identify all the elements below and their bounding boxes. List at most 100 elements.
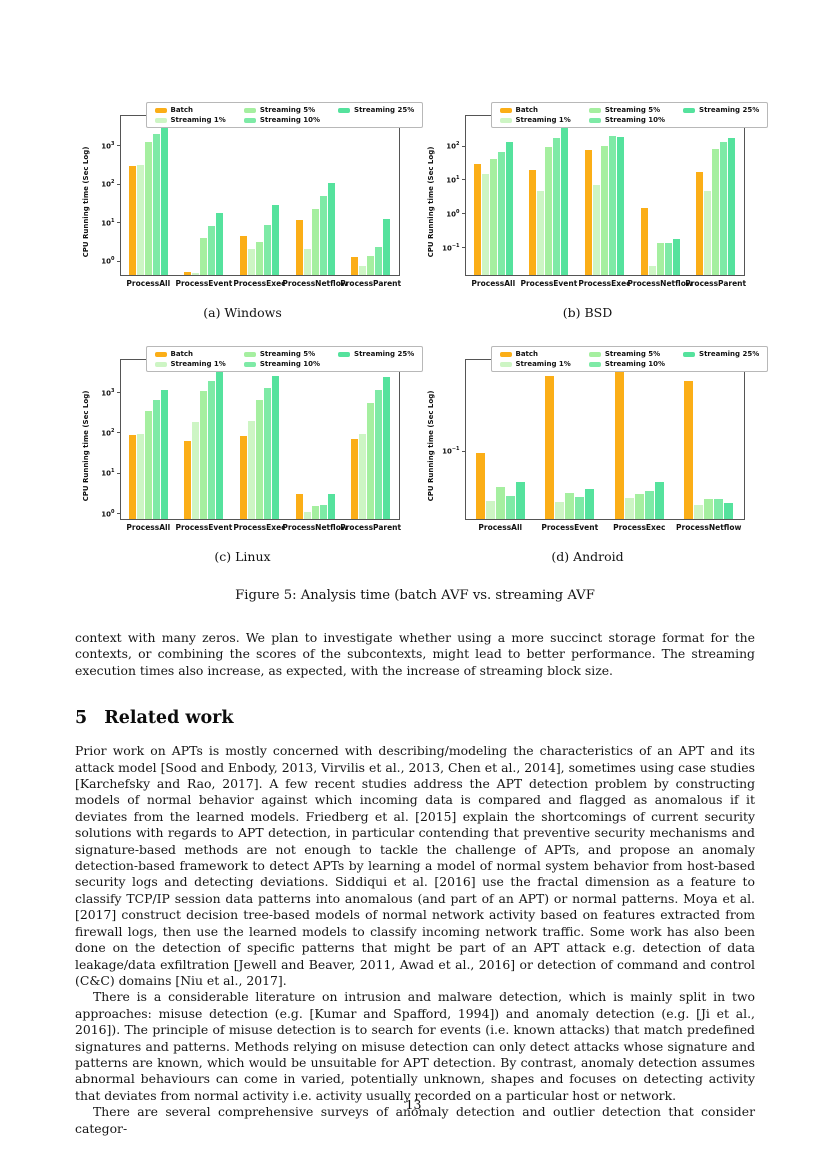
bar-group: ProcessParent [340, 116, 401, 288]
paragraph-context: context with many zeros. We plan to inve… [75, 630, 755, 678]
bar-batch [239, 236, 247, 275]
bar-streaming-5- [656, 243, 664, 275]
plot-area: 100 101 102 103 ProcessAll ProcessEvent Proces… [101, 359, 401, 532]
bar-group: ProcessEvent [541, 360, 598, 532]
bar-batch [473, 164, 481, 275]
bar-streaming-1- [247, 421, 255, 519]
y-tick-label: 103 [101, 140, 115, 151]
x-tick-label: ProcessExec [233, 279, 286, 288]
y-tick-label: 100 [446, 209, 460, 219]
subfigure-b: CPU Running time (Sec Log) 10−1 100 101 102 P… [422, 100, 769, 320]
bar-streaming-10- [497, 151, 505, 275]
legend-swatch [588, 361, 601, 367]
bar-streaming-5- [367, 256, 375, 275]
bar-batch [614, 371, 624, 519]
legend-swatch [499, 361, 512, 367]
plot-area: 10−1 ProcessAll ProcessEvent ProcessExec Pro… [442, 359, 745, 532]
legend-label: Streaming 1% [170, 116, 226, 124]
legend: Batch Streaming 1% Streaming 5% Streaming 1… [490, 102, 769, 128]
y-tick-mark [461, 213, 466, 215]
subfigure-c: CPU Running time (Sec Log) 100 101 102 103 Pr… [77, 344, 424, 564]
bar-streaming-5- [489, 159, 497, 275]
bar-streaming-5- [200, 391, 208, 519]
legend-swatch [588, 117, 601, 123]
legend-swatch [683, 107, 696, 113]
bar-streaming-10- [208, 225, 216, 275]
subcaption-d: (d) Android [551, 549, 624, 564]
bar-batch [295, 493, 303, 519]
legend-item: Streaming 25% [338, 350, 414, 358]
y-axis-label: CPU Running time (Sec Log) [81, 390, 90, 502]
bar-streaming-1- [694, 504, 704, 519]
x-tick-label: ProcessParent [340, 523, 402, 532]
bar-batch [640, 208, 648, 275]
bar-streaming-10- [608, 136, 616, 275]
legend-label: Batch [170, 106, 194, 114]
legend-label: Streaming 25% [354, 350, 415, 358]
legend-swatch [154, 107, 167, 113]
legend-item: Streaming 25% [683, 350, 759, 358]
y-tick-label: 100 [101, 256, 115, 266]
legend-swatch [243, 107, 256, 113]
y-tick-mark [461, 247, 466, 249]
page-content: CPU Running time (Sec Log) 100 101 102 103 Pr… [75, 100, 769, 1137]
bar-streaming-1- [303, 249, 311, 275]
bar-streaming-10- [319, 195, 327, 275]
legend-swatch [499, 107, 512, 113]
bar-streaming-25- [383, 376, 391, 519]
bar-streaming-25- [654, 482, 664, 519]
bar-streaming-5- [367, 403, 375, 519]
y-tick-label: 102 [101, 428, 115, 438]
x-tick-label: ProcessAll [126, 523, 171, 532]
y-tick-label: 102 [446, 141, 460, 151]
x-tick-label: ProcessNetflow [282, 279, 348, 288]
bar-batch [184, 440, 192, 519]
bar-group: ProcessAll [475, 360, 525, 532]
bar-streaming-25- [585, 489, 595, 519]
bar-streaming-5- [144, 411, 152, 519]
bar-streaming-1- [555, 502, 565, 519]
subcaption-a: (a) Windows [203, 305, 282, 320]
y-tick-mark [116, 183, 121, 185]
x-tick-label: ProcessNetflow [676, 523, 742, 532]
bar-group: ProcessExec [233, 360, 286, 532]
bar-batch [184, 271, 192, 275]
bar-streaming-10- [152, 134, 160, 275]
bar-streaming-1- [624, 498, 634, 519]
legend-label: Streaming 1% [515, 360, 571, 368]
page-number: 13 [405, 1097, 422, 1112]
bar-streaming-1- [192, 273, 200, 275]
bar-streaming-5- [634, 494, 644, 519]
bar-streaming-5- [311, 209, 319, 275]
legend-item: Streaming 1% [154, 116, 226, 124]
bar-streaming-5- [311, 505, 319, 519]
legend-item: Streaming 10% [588, 360, 665, 368]
bar-streaming-10- [644, 491, 654, 519]
legend-item: Batch [499, 350, 571, 358]
bar-streaming-25- [724, 503, 734, 519]
bar-streaming-25- [616, 137, 624, 275]
x-tick-label: ProcessEvent [175, 523, 233, 532]
legend-item: Streaming 5% [588, 350, 665, 358]
legend-item: Batch [154, 106, 226, 114]
bar-streaming-10- [553, 138, 561, 275]
x-tick-label: ProcessAll [126, 279, 171, 288]
legend-label: Streaming 25% [354, 106, 415, 114]
bar-streaming-1- [192, 421, 200, 519]
bar-streaming-10- [664, 243, 672, 275]
bar-batch [351, 257, 359, 275]
bar-streaming-10- [375, 246, 383, 275]
bar-streaming-5- [712, 148, 720, 275]
section-number: 5 [75, 708, 88, 729]
paragraph-related-1: Prior work on APTs is mostly concerned w… [75, 743, 755, 988]
bar-streaming-25- [271, 376, 279, 519]
x-tick-label: ProcessAll [471, 279, 516, 288]
legend-item: Streaming 1% [499, 360, 571, 368]
bar-streaming-10- [505, 495, 515, 519]
legend-swatch [588, 107, 601, 113]
legend-swatch [243, 117, 256, 123]
bar-streaming-25- [271, 204, 279, 275]
bar-group: ProcessEvent [520, 116, 577, 288]
legend-item: Streaming 10% [243, 116, 320, 124]
